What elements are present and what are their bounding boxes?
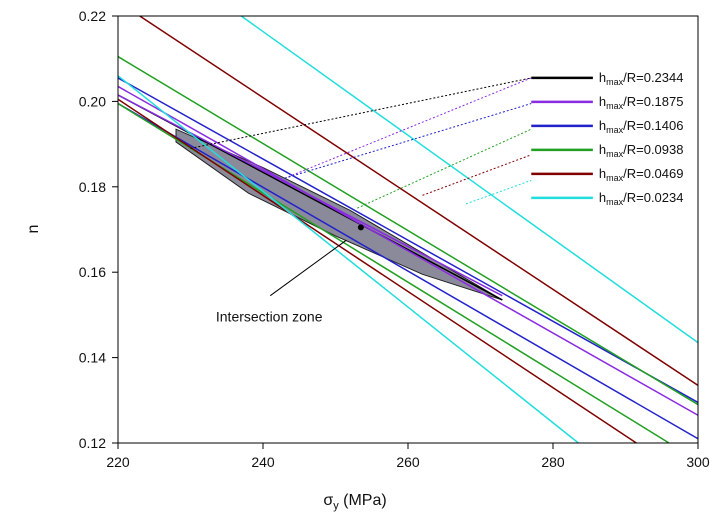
legend-label-4: hmax/R=0.0938 <box>599 142 684 159</box>
y-tick-label-1: 0.12 <box>79 435 106 451</box>
x-tick-label-3: 260 <box>396 454 420 470</box>
y-tick-label-4: 0.18 <box>79 179 106 195</box>
legend-label-1: hmax/R=0.2344 <box>599 70 684 87</box>
x-axis-title-subscript: y <box>333 500 339 512</box>
annotation-arrow <box>269 239 347 297</box>
legend-leader-5 <box>422 154 532 196</box>
series-2-line-1 <box>117 85 699 416</box>
axes-layer: 220 240 260 280 300 0.12 0.14 0.16 0.18 0.20 0.22 <box>79 8 710 470</box>
series-6-line-2 <box>117 75 579 444</box>
series-layer <box>117 15 699 444</box>
y-tick-label-3: 0.16 <box>79 264 106 280</box>
series-3-line-1 <box>117 77 699 404</box>
y-axis-title: n <box>25 225 42 234</box>
annotation-layer: Intersection zone <box>216 239 347 324</box>
x-tick-label-5: 300 <box>686 454 710 470</box>
intersection-point <box>357 224 364 231</box>
legend-leader-layer <box>190 77 532 209</box>
series-5-line-1 <box>139 15 699 386</box>
legend-leader-3 <box>284 103 532 179</box>
x-axis-title-unit: (MPa) <box>339 492 387 509</box>
series-4-line-1 <box>117 55 699 406</box>
x-tick-label-1: 220 <box>106 454 130 470</box>
plot-area <box>118 16 698 443</box>
series-3-line-2 <box>117 102 699 440</box>
series-2-line-2 <box>117 94 503 297</box>
legend-label-6: hmax/R=0.0234 <box>599 190 684 207</box>
x-tick-label-2: 240 <box>251 454 275 470</box>
legend-label-2: hmax/R=0.1875 <box>599 94 684 111</box>
legend-leader-2 <box>284 77 532 179</box>
legend: hmax/R=0.2344 hmax/R=0.1875 hmax/R=0.1406 h… <box>531 70 683 207</box>
x-axis-title: σy (MPa) <box>323 492 386 512</box>
legend-leader-6 <box>465 179 532 205</box>
y-tick-label-6: 0.22 <box>79 8 106 24</box>
series-6-line-1 <box>240 15 699 344</box>
legend-label-5: hmax/R=0.0469 <box>599 166 684 183</box>
legend-label-3: hmax/R=0.1406 <box>599 118 684 135</box>
y-tick-label-5: 0.20 <box>79 93 106 109</box>
x-tick-label-4: 280 <box>541 454 565 470</box>
annotation-label: Intersection zone <box>216 308 323 324</box>
x-axis-title-symbol: σ <box>323 492 333 509</box>
series-5-line-2 <box>117 98 637 444</box>
y-tick-label-2: 0.14 <box>79 350 106 366</box>
legend-leader-1 <box>190 77 532 149</box>
